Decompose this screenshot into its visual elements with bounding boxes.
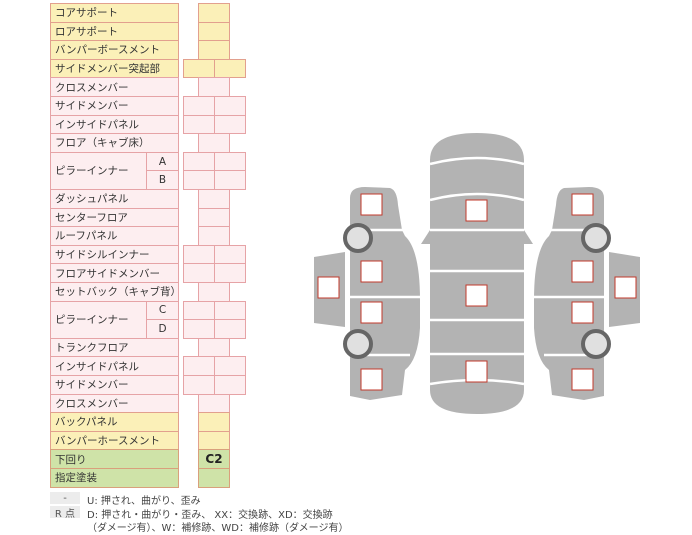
wheel-icon bbox=[343, 329, 373, 359]
legend-text-d-cont: （ダメージ有）、W：補修跡、WD：補修跡（ダメージ有） bbox=[87, 523, 349, 534]
grade-input-right[interactable] bbox=[214, 58, 246, 79]
wheel-icon bbox=[581, 223, 611, 253]
row-label: クロスメンバー bbox=[50, 77, 179, 97]
grade-input-right[interactable] bbox=[214, 319, 246, 339]
car-left-side bbox=[350, 187, 420, 400]
grade-input[interactable] bbox=[198, 468, 230, 488]
marker-box[interactable] bbox=[317, 276, 340, 299]
marker-box[interactable] bbox=[571, 301, 594, 324]
row-label: ピラーインナー bbox=[50, 300, 147, 339]
grade-input-right[interactable] bbox=[214, 114, 246, 135]
marker-box[interactable] bbox=[360, 260, 383, 283]
row-label: ピラーインナー bbox=[50, 151, 147, 190]
marker-box[interactable] bbox=[465, 360, 488, 383]
grade-input-right[interactable] bbox=[214, 263, 246, 283]
marker-box[interactable] bbox=[571, 368, 594, 391]
marker-box[interactable] bbox=[360, 368, 383, 391]
marker-box[interactable] bbox=[360, 301, 383, 324]
row-label: クロスメンバー bbox=[50, 393, 179, 414]
wheel-icon bbox=[581, 329, 611, 359]
marker-box[interactable] bbox=[360, 193, 383, 216]
grade-input-right[interactable] bbox=[214, 375, 246, 395]
car-top-view bbox=[421, 133, 533, 414]
row-label: センターフロア bbox=[50, 207, 179, 228]
row-label: 指定塗装 bbox=[50, 468, 179, 488]
row-label: フロアサイドメンバー bbox=[50, 263, 179, 283]
row-label: サイドシルインナー bbox=[50, 244, 179, 265]
row-label: バンパーホースメント bbox=[50, 430, 179, 451]
row-label: インサイドパネル bbox=[50, 114, 179, 135]
grade-input[interactable]: C2 bbox=[198, 449, 230, 469]
wheel-icon bbox=[343, 223, 373, 253]
row-sublabel: A bbox=[146, 151, 179, 172]
legend-key-dash: - bbox=[50, 492, 80, 504]
marker-box[interactable] bbox=[465, 199, 488, 222]
marker-box[interactable] bbox=[571, 193, 594, 216]
row-label: サイドメンバー突起部 bbox=[50, 58, 179, 79]
marker-box[interactable] bbox=[465, 284, 488, 307]
car-right-side bbox=[534, 187, 604, 400]
legend-text-u: U: 押され、曲がり、歪み bbox=[87, 496, 201, 507]
row-label: サイドメンバー bbox=[50, 96, 179, 116]
legend-key-r: R 点 bbox=[50, 506, 80, 520]
row-label: バックパネル bbox=[50, 412, 179, 432]
row-sublabel: C bbox=[146, 300, 179, 321]
marker-box[interactable] bbox=[614, 276, 637, 299]
marker-box[interactable] bbox=[571, 260, 594, 283]
row-label: バンパーボースメント bbox=[50, 40, 179, 60]
legend-text-d: D: 押され・曲がり・歪み、 XX：交換跡、XD：交換跡 bbox=[87, 510, 333, 521]
row-label: フロア（キャブ床） bbox=[50, 133, 179, 153]
grade-input-right[interactable] bbox=[214, 170, 246, 190]
